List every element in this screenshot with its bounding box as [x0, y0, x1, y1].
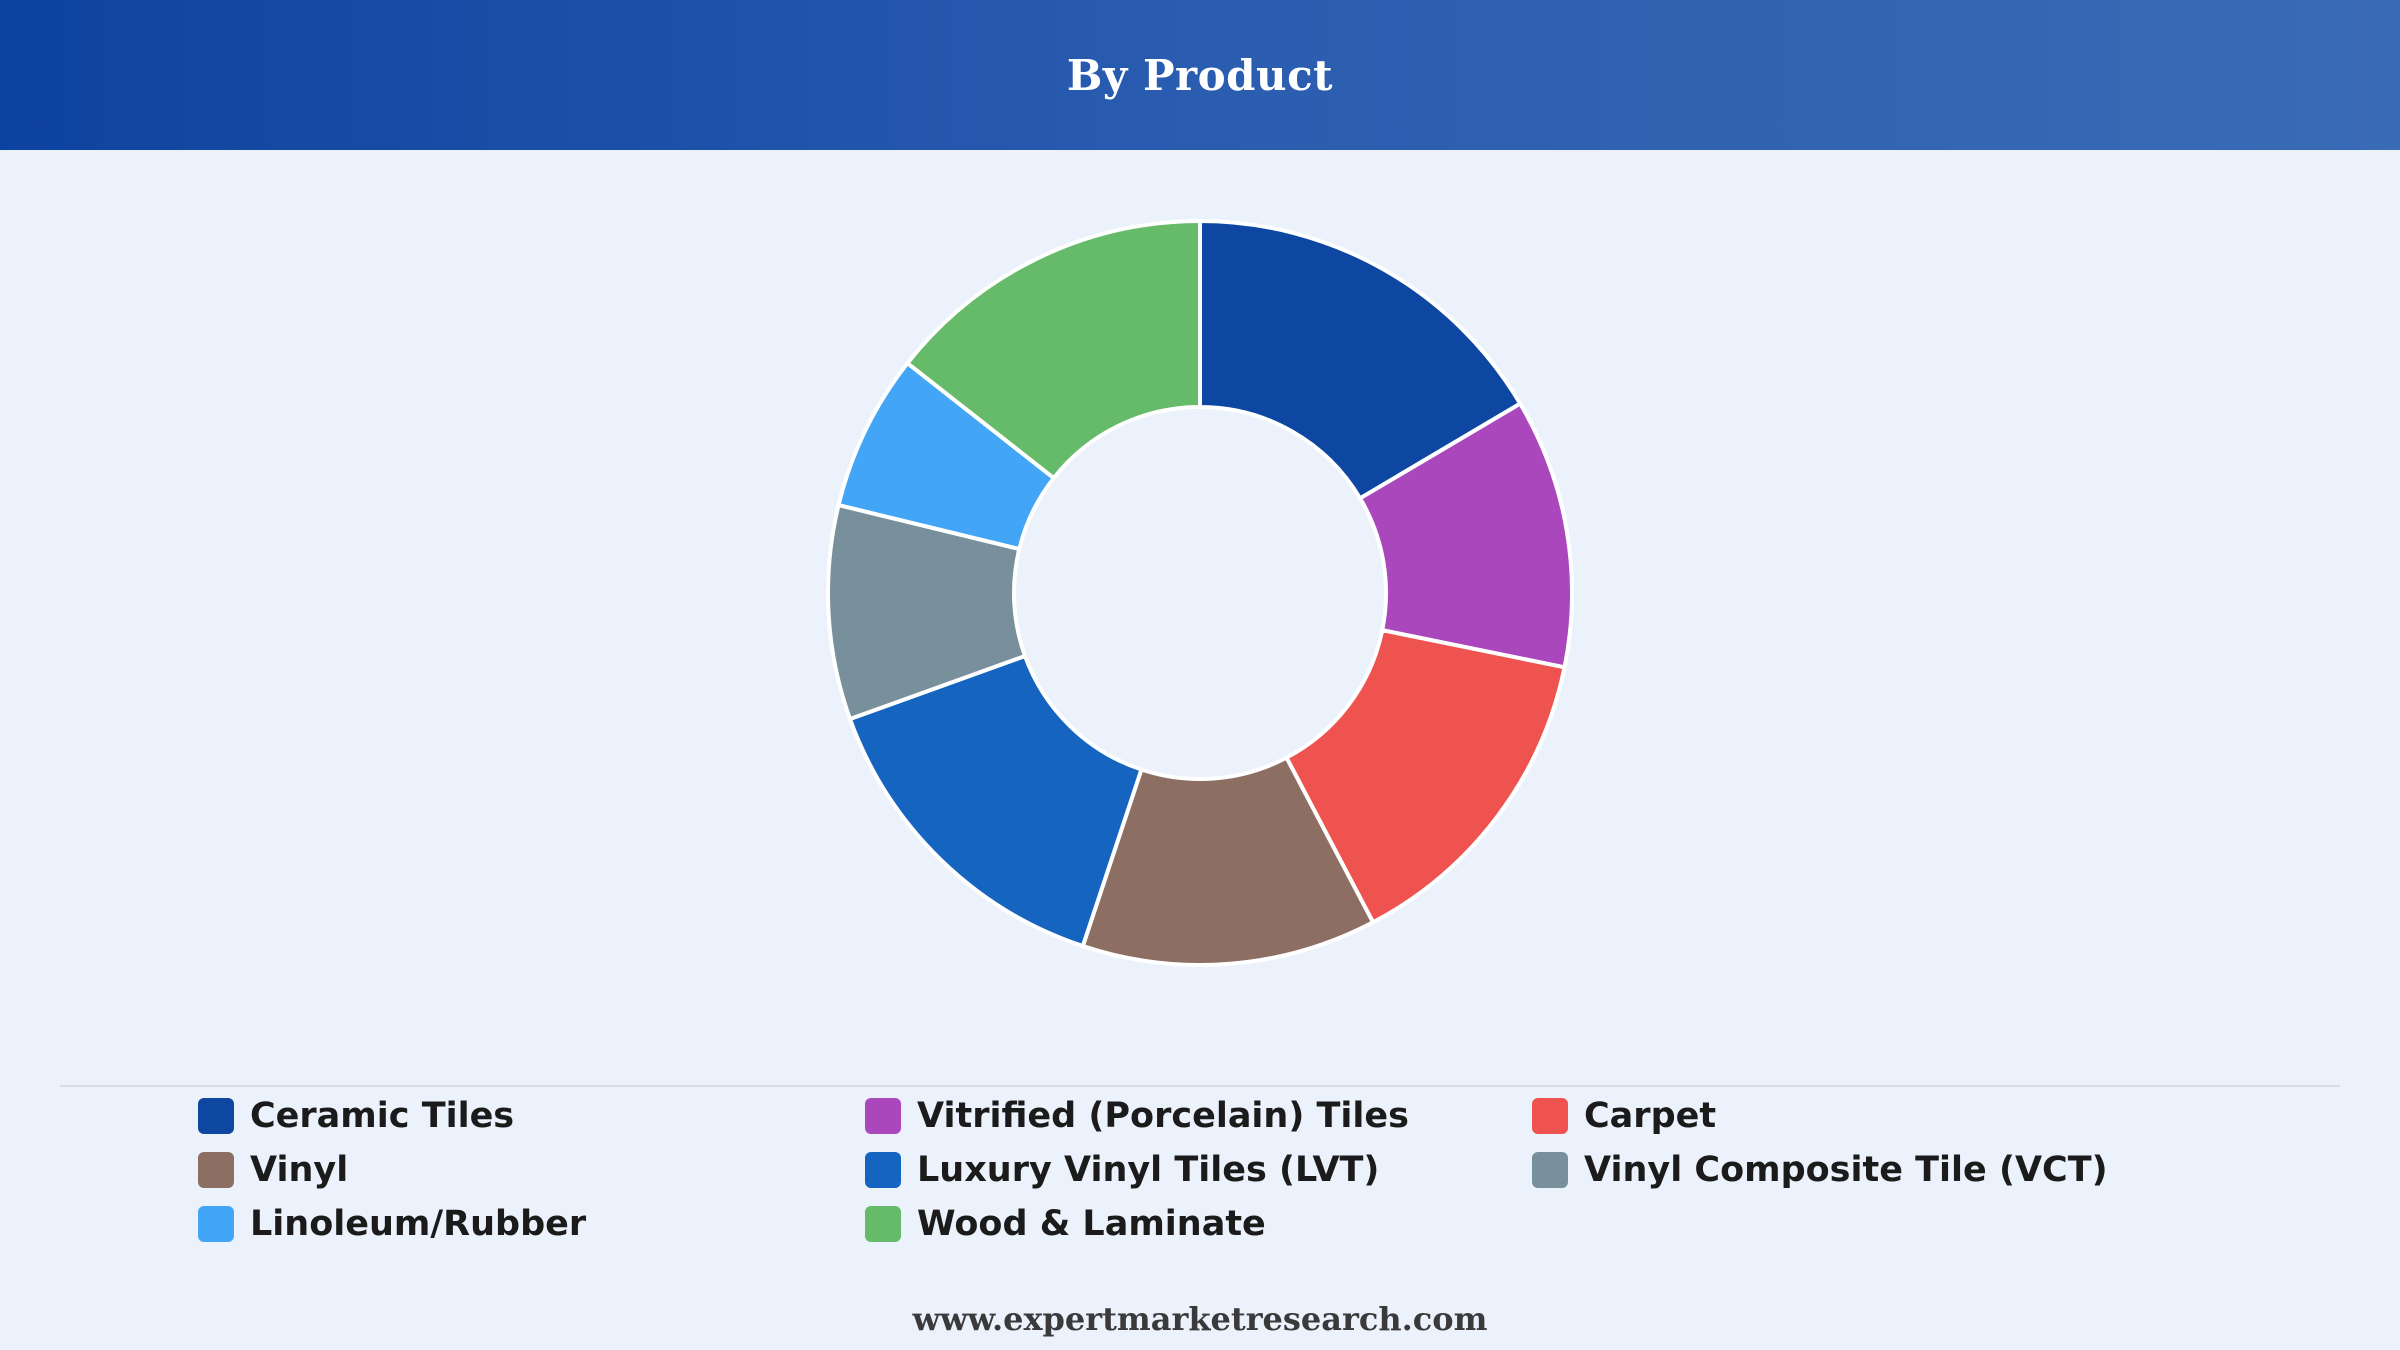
legend-label: Ceramic Tiles: [250, 1096, 515, 1136]
legend-item-vitrified-porcelain-tiles[interactable]: Vitrified (Porcelain) Tiles: [865, 1096, 1532, 1136]
legend-swatch: [1532, 1098, 1568, 1134]
legend-divider: [60, 1085, 2340, 1087]
slice-wood-laminate[interactable]: [905, 219, 1202, 481]
legend-item-wood-laminate[interactable]: Wood & Laminate: [865, 1204, 1532, 1244]
legend-label: Carpet: [1584, 1096, 1717, 1136]
legend-swatch: [865, 1152, 901, 1188]
slice-luxury-vinyl-tiles-lvt[interactable]: [847, 654, 1144, 949]
legend-swatch: [198, 1098, 234, 1134]
header-bar: By Product: [0, 0, 2400, 150]
legend-swatch: [1532, 1152, 1568, 1188]
slice-ceramic-tiles[interactable]: [1198, 219, 1523, 501]
legend-label: Vinyl Composite Tile (VCT): [1584, 1150, 2108, 1190]
legend-swatch: [865, 1098, 901, 1134]
legend-item-vinyl[interactable]: Vinyl: [198, 1150, 865, 1190]
chart-legend: Ceramic Tiles Vitrified (Porcelain) Tiles…: [198, 1096, 2298, 1244]
legend-swatch: [198, 1206, 234, 1242]
legend-label: Vitrified (Porcelain) Tiles: [917, 1096, 1409, 1136]
slice-vitrified-porcelain-tiles[interactable]: [1358, 401, 1575, 670]
legend-item-vinyl-composite-tile-vct[interactable]: Vinyl Composite Tile (VCT): [1532, 1150, 2199, 1190]
legend-item-ceramic-tiles[interactable]: Ceramic Tiles: [198, 1096, 865, 1136]
legend-swatch: [865, 1206, 901, 1242]
legend-label: Wood & Laminate: [917, 1204, 1266, 1244]
legend-label: Linoleum/Rubber: [250, 1204, 587, 1244]
donut-chart: [826, 219, 1575, 967]
page-title: By Product: [1066, 50, 1334, 100]
legend-item-carpet[interactable]: Carpet: [1532, 1096, 2199, 1136]
legend-label: Vinyl: [250, 1150, 349, 1190]
legend-label: Luxury Vinyl Tiles (LVT): [917, 1150, 1380, 1190]
footer-url: www.expertmarketresearch.com: [912, 1300, 1488, 1338]
slice-vinyl[interactable]: [1080, 755, 1376, 967]
legend-item-linoleum-rubber[interactable]: Linoleum/Rubber: [198, 1204, 865, 1244]
slice-carpet[interactable]: [1284, 628, 1567, 925]
legend-item-luxury-vinyl-tiles-lvt[interactable]: Luxury Vinyl Tiles (LVT): [865, 1150, 1532, 1190]
legend-swatch: [198, 1152, 234, 1188]
chart-area: [0, 150, 2400, 1070]
